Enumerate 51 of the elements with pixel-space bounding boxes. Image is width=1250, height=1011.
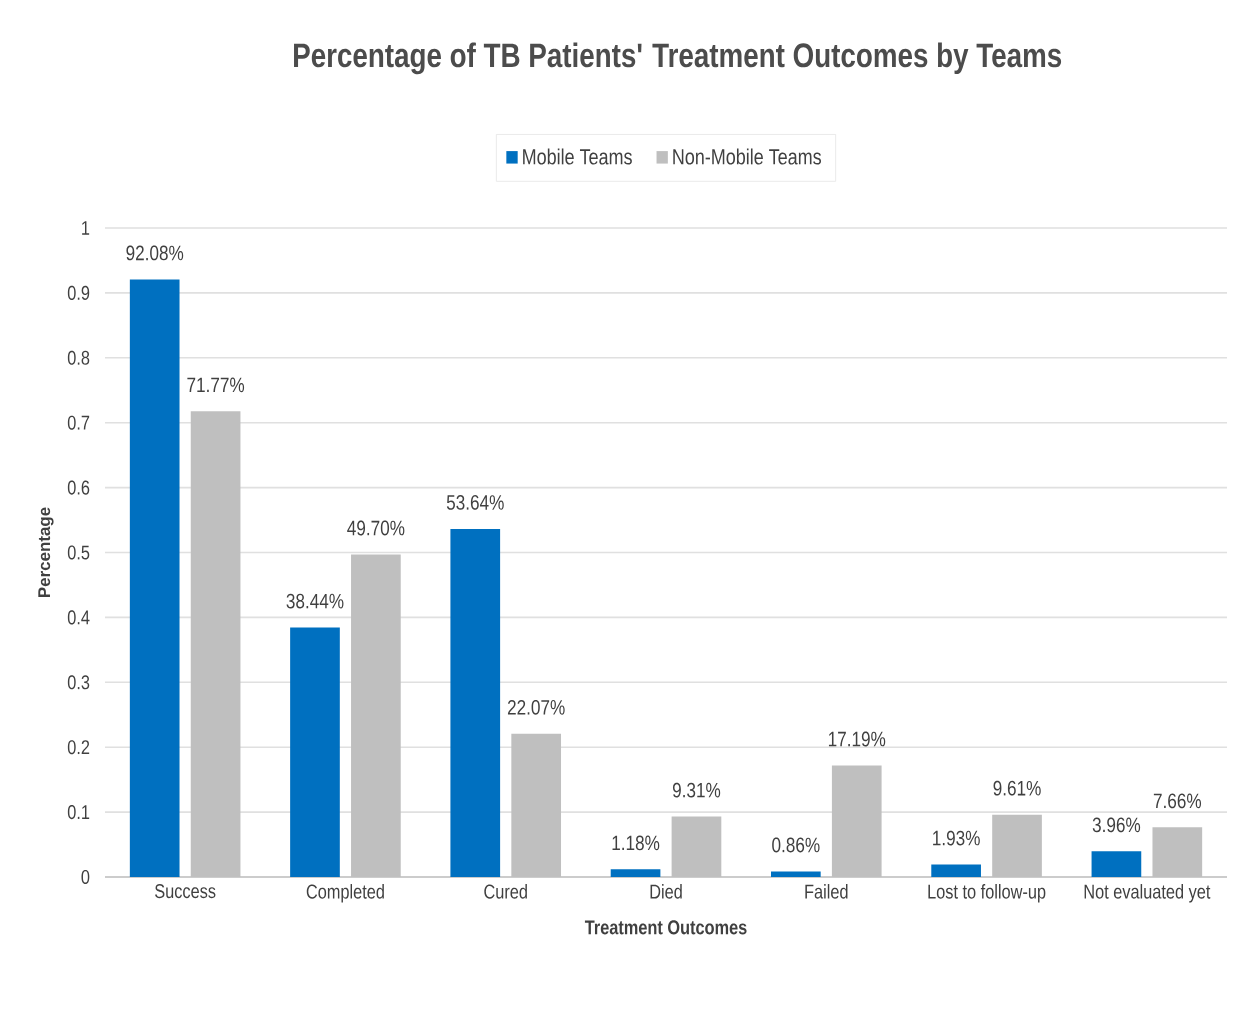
data-label: 17.19% [828,731,886,747]
bar [770,871,821,877]
y-tick-label: 0.8 [67,350,90,365]
data-label: 3.96% [1092,817,1141,833]
legend-label: Non-Mobile Teams [673,148,822,165]
data-label: 71.77% [187,377,245,393]
data-label: 53.64% [446,495,504,510]
x-tick-label: Failed [805,884,848,899]
chart-title: Percentage of TB Patients' Treatment Outcomes by Teams [294,42,1062,75]
bar [351,554,401,877]
bar [450,528,501,877]
legend-label: Mobile Teams [523,148,632,165]
data-label: 9.61% [993,780,1041,796]
y-tick-label: 0.6 [67,480,90,495]
bar [992,814,1042,877]
data-label: 92.08% [126,245,184,261]
data-label: 22.07% [507,699,565,715]
y-tick-label: 0 [81,869,90,885]
y-axis-title: Percentage [38,507,54,598]
x-tick-label: Cured [484,884,527,899]
x-tick-label: Not evaluated yet [1084,884,1211,903]
bar [831,765,882,877]
data-label: 49.70% [347,520,405,536]
data-label: 1.93% [933,830,980,846]
bar [610,869,661,877]
x-tick-label: Success [155,884,216,899]
bar [129,279,180,877]
data-label: 1.18% [612,835,660,851]
y-tick-label: 0.5 [67,545,90,560]
x-tick-label: Completed [306,884,384,903]
bar [1152,827,1203,877]
data-label: 7.66% [1153,793,1202,809]
bar [511,733,562,877]
y-tick-label: 0.3 [67,675,90,690]
y-tick-label: 0.9 [67,285,90,300]
x-tick-label: Lost to follow-up [928,884,1046,903]
data-label: 0.86% [772,837,820,853]
x-tick-label: Died [650,884,682,899]
data-label: 9.31% [672,782,721,798]
bar [1091,851,1142,877]
bar [671,816,722,877]
bar [290,627,340,877]
y-tick-label: 1 [82,221,90,235]
y-tick-label: 0.7 [67,415,90,430]
data-label: 38.44% [286,593,344,609]
y-tick-label: 0.2 [67,740,90,755]
bar [190,411,241,877]
y-tick-label: 0.4 [67,610,90,625]
y-tick-label: 0.1 [67,805,90,820]
bar [931,864,981,877]
x-axis-title: Treatment Outcomes [584,920,747,935]
